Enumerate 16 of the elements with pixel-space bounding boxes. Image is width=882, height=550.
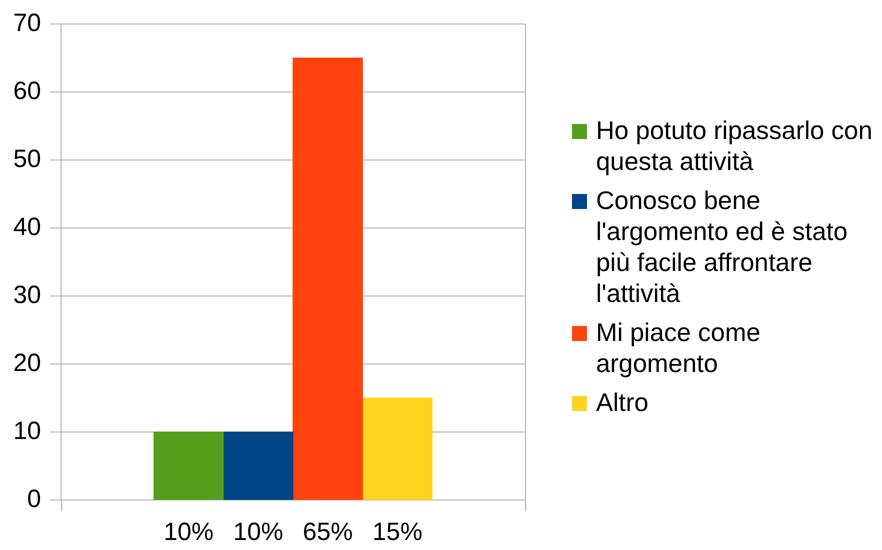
x-tick-label: 10%	[233, 518, 284, 546]
legend-label: Altro	[596, 388, 650, 419]
legend-label: Mi piace come argomento	[596, 318, 762, 380]
y-tick-label: 60	[13, 76, 41, 105]
legend-label: Ho potuto ripassarlo con questa attività	[596, 116, 874, 178]
y-tick-label: 10	[13, 416, 41, 445]
y-tick-label: 40	[13, 212, 41, 241]
x-tick-label: 15%	[372, 518, 422, 546]
y-tick-label: 50	[13, 144, 41, 173]
y-tick-label: 30	[13, 280, 41, 309]
y-tick-label: 20	[13, 348, 41, 377]
legend-label: Conosco bene l'argomento ed è stato più facile affrontare l'attività	[596, 186, 849, 310]
y-tick-label: 0	[27, 484, 41, 513]
x-tick-label: 65%	[302, 518, 353, 546]
y-tick-label: 70	[13, 8, 41, 37]
x-tick-label: 10%	[164, 518, 214, 546]
